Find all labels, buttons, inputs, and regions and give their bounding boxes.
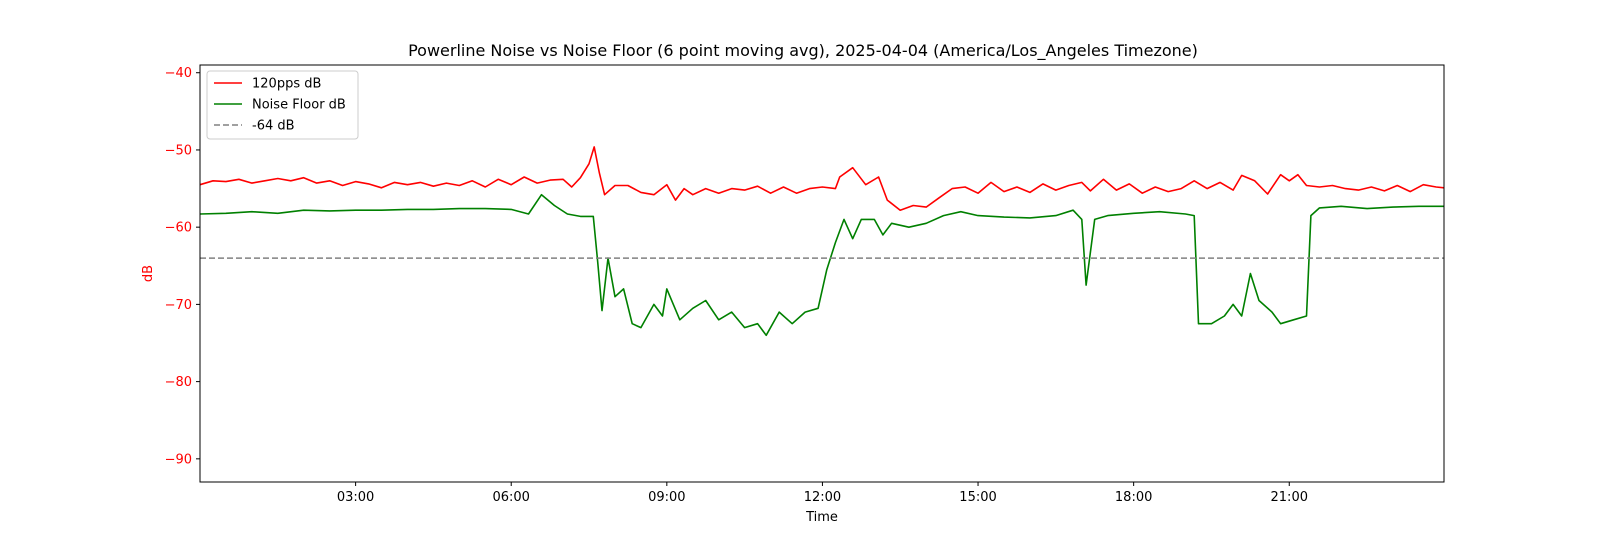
series-layer — [199, 146, 1445, 337]
y-tick-label: −60 — [165, 221, 192, 236]
y-tick-label: −90 — [165, 452, 192, 467]
y-axis-ticks: −40 −50 −60 −70 −80 −90 — [165, 66, 200, 467]
x-tick-label: 12:00 — [804, 490, 841, 505]
x-tick-label: 15:00 — [959, 490, 996, 505]
x-tick-label: 09:00 — [648, 490, 685, 505]
x-tick-label: 18:00 — [1115, 490, 1152, 505]
series-line-0 — [199, 146, 1445, 211]
x-axis-ticks: 03:00 06:00 09:00 12:00 15:00 18:00 21:00 — [337, 482, 1308, 505]
y-tick-label: −80 — [165, 375, 192, 390]
y-tick-label: −40 — [165, 66, 192, 81]
chart-title: Powerline Noise vs Noise Floor (6 point … — [408, 41, 1198, 61]
legend: 120pps dB Noise Floor dB -64 dB — [206, 70, 359, 140]
x-axis-label: Time — [805, 510, 838, 525]
legend-box — [206, 70, 359, 140]
y-tick-label: −50 — [165, 143, 192, 158]
y-tick-label: −70 — [165, 298, 192, 313]
plot-frame — [199, 64, 1445, 483]
legend-label: -64 dB — [252, 119, 295, 134]
legend-label: Noise Floor dB — [252, 98, 346, 113]
series-line-1 — [199, 193, 1444, 337]
x-tick-label: 06:00 — [492, 490, 529, 505]
x-tick-label: 21:00 — [1271, 490, 1308, 505]
x-tick-label: 03:00 — [337, 490, 374, 505]
y-axis-label: dB — [141, 265, 156, 282]
legend-label: 120pps dB — [252, 77, 321, 92]
